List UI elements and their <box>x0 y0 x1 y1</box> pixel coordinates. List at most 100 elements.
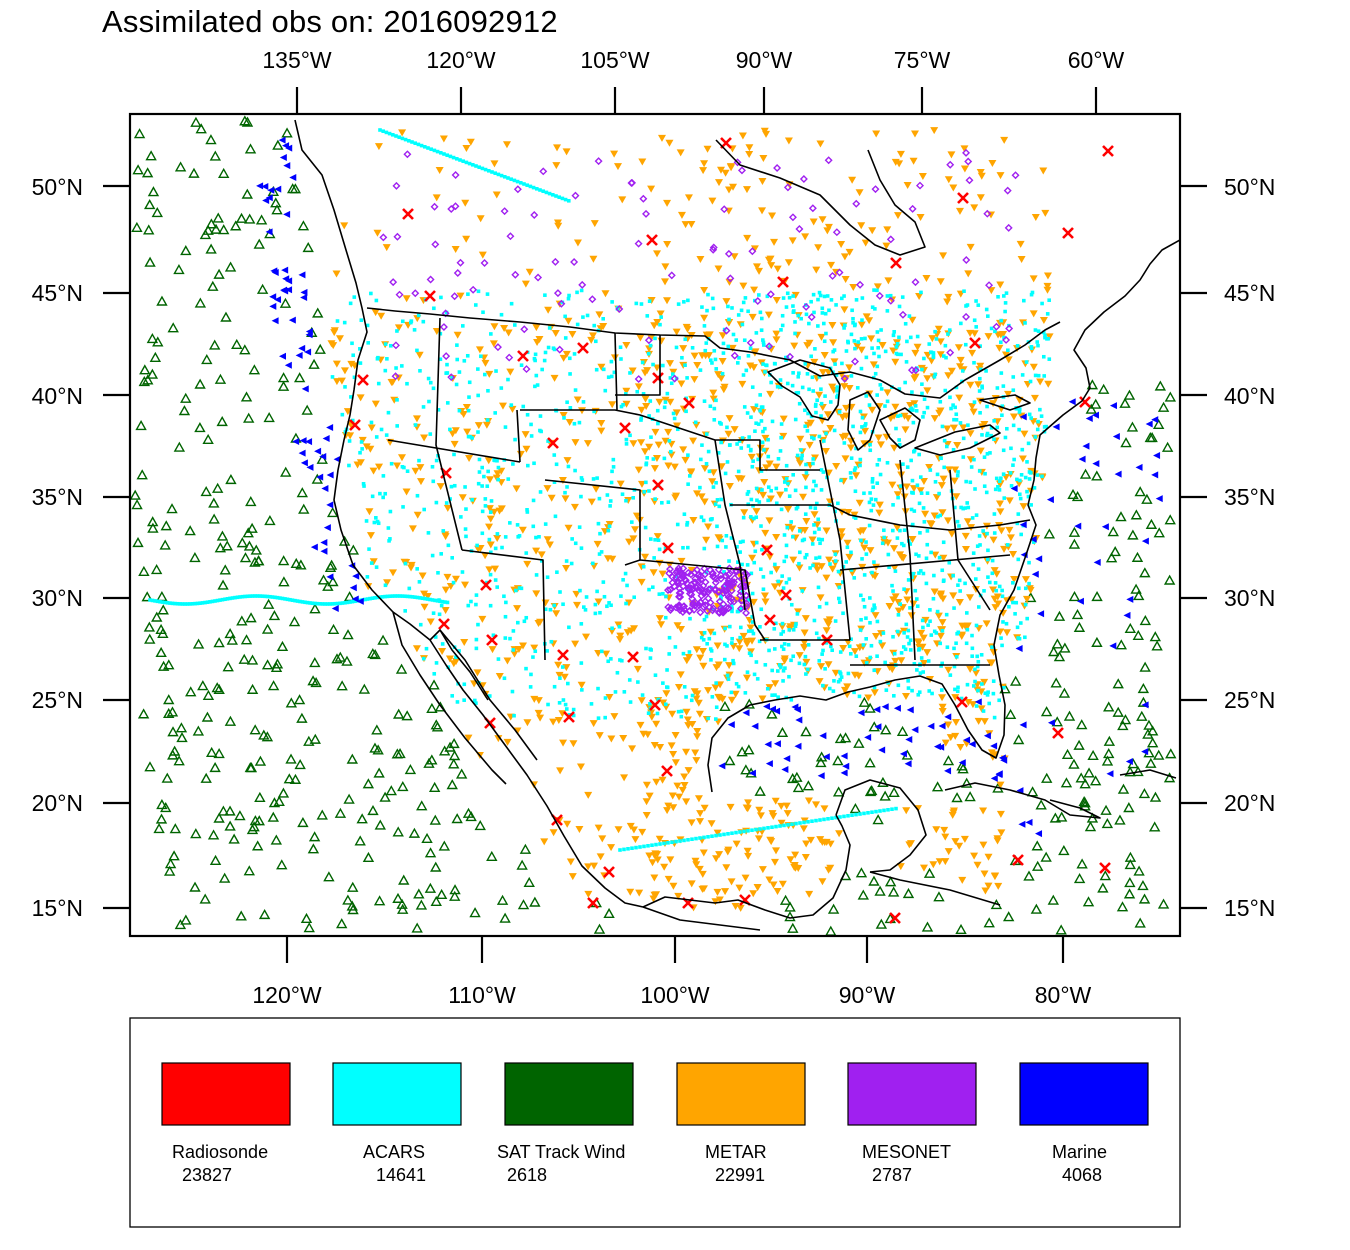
metar-marker <box>990 873 999 881</box>
sat-track-wind-marker <box>1151 640 1163 651</box>
sat-track-wind-marker <box>455 768 468 779</box>
acars-marker <box>1028 379 1033 384</box>
metar-marker <box>676 671 685 679</box>
acars-marker <box>754 403 759 408</box>
sat-track-wind-marker <box>272 139 284 150</box>
acars-marker <box>553 514 558 519</box>
acars-marker <box>882 808 886 813</box>
metar-marker <box>448 430 457 438</box>
acars-marker <box>1029 346 1034 350</box>
acars-marker <box>432 148 437 153</box>
acars-marker <box>1045 312 1050 316</box>
mesonet-marker <box>730 574 739 583</box>
acars-marker <box>870 570 874 575</box>
acars-marker <box>749 415 753 419</box>
acars-marker <box>915 483 920 488</box>
acars-marker <box>225 597 230 601</box>
sat-track-wind-marker <box>218 224 230 235</box>
metar-marker <box>462 145 471 153</box>
acars-marker <box>466 603 471 608</box>
radiosonde-marker <box>547 437 559 449</box>
sat-track-wind-marker <box>529 896 541 907</box>
acars-marker <box>421 656 426 661</box>
metar-marker <box>873 283 882 291</box>
sat-track-wind-marker <box>347 881 359 892</box>
acars-marker <box>917 648 921 652</box>
acars-marker <box>979 652 984 657</box>
acars-marker <box>936 514 940 519</box>
acars-marker <box>260 594 265 598</box>
acars-marker <box>976 659 981 664</box>
acars-marker <box>995 386 1000 390</box>
sat-track-wind-marker <box>955 923 967 935</box>
acars-marker <box>746 354 751 358</box>
sat-track-wind-marker <box>1138 893 1151 904</box>
acars-marker <box>656 421 660 426</box>
sat-track-wind-marker <box>1063 710 1076 721</box>
acars-marker <box>793 488 798 493</box>
acars-marker <box>601 367 606 372</box>
acars-marker <box>422 507 426 512</box>
acars-marker <box>905 635 910 639</box>
acars-marker <box>466 408 471 413</box>
acars-marker <box>796 313 801 318</box>
metar-marker <box>725 415 734 423</box>
acars-marker <box>515 620 520 625</box>
acars-marker <box>816 537 821 542</box>
acars-marker <box>496 172 501 177</box>
sat-track-wind-marker <box>1136 710 1148 721</box>
marine-marker <box>864 733 872 741</box>
mesonet-marker <box>726 274 735 283</box>
acars-marker <box>690 345 695 350</box>
acars-marker <box>477 470 482 474</box>
sat-track-wind-marker <box>1091 590 1103 602</box>
acars-marker <box>624 498 628 503</box>
sat-track-wind-marker <box>133 128 146 139</box>
sat-track-wind-marker <box>150 563 163 575</box>
acars-marker <box>531 498 536 503</box>
sat-track-wind-marker <box>144 761 156 772</box>
acars-marker <box>927 342 932 346</box>
metar-marker <box>643 367 652 375</box>
mesonet-marker <box>426 275 435 284</box>
acars-marker <box>954 385 959 390</box>
metar-marker <box>494 735 503 743</box>
sat-track-wind-marker <box>156 295 168 306</box>
radiosonde-marker <box>761 544 773 556</box>
metar-marker <box>938 619 947 627</box>
radiosonde-marker <box>1052 727 1064 739</box>
mesonet-marker <box>530 210 539 219</box>
sat-track-wind-marker <box>858 696 871 707</box>
acars-marker <box>922 410 926 415</box>
acars-marker <box>888 293 893 298</box>
metar-marker <box>915 292 924 300</box>
acars-marker <box>864 355 869 360</box>
metar-marker <box>709 395 718 403</box>
acars-marker <box>849 374 854 378</box>
sat-track-wind-marker <box>880 724 892 735</box>
metar-marker <box>991 604 1000 612</box>
metar-marker <box>736 904 745 912</box>
acars-marker <box>611 457 616 462</box>
acars-marker <box>681 545 685 550</box>
metar-marker <box>894 598 903 606</box>
marine-marker <box>1109 642 1117 650</box>
pacific-coastline <box>294 119 644 908</box>
metar-marker <box>889 596 898 604</box>
acars-marker <box>906 628 911 633</box>
acars-marker <box>686 482 690 486</box>
mesonet-marker <box>718 605 727 614</box>
metar-marker <box>577 407 586 415</box>
acars-marker <box>996 484 1000 489</box>
acars-marker <box>445 600 450 605</box>
metar-marker <box>936 338 945 346</box>
acars-marker <box>442 152 446 156</box>
acars-marker <box>891 503 895 507</box>
metar-marker <box>752 263 761 271</box>
acars-marker <box>804 552 809 557</box>
metar-marker <box>783 810 792 818</box>
hispaniola <box>1119 769 1177 779</box>
acars-marker <box>684 409 688 414</box>
metar-marker <box>412 645 421 653</box>
acars-marker <box>851 316 855 321</box>
